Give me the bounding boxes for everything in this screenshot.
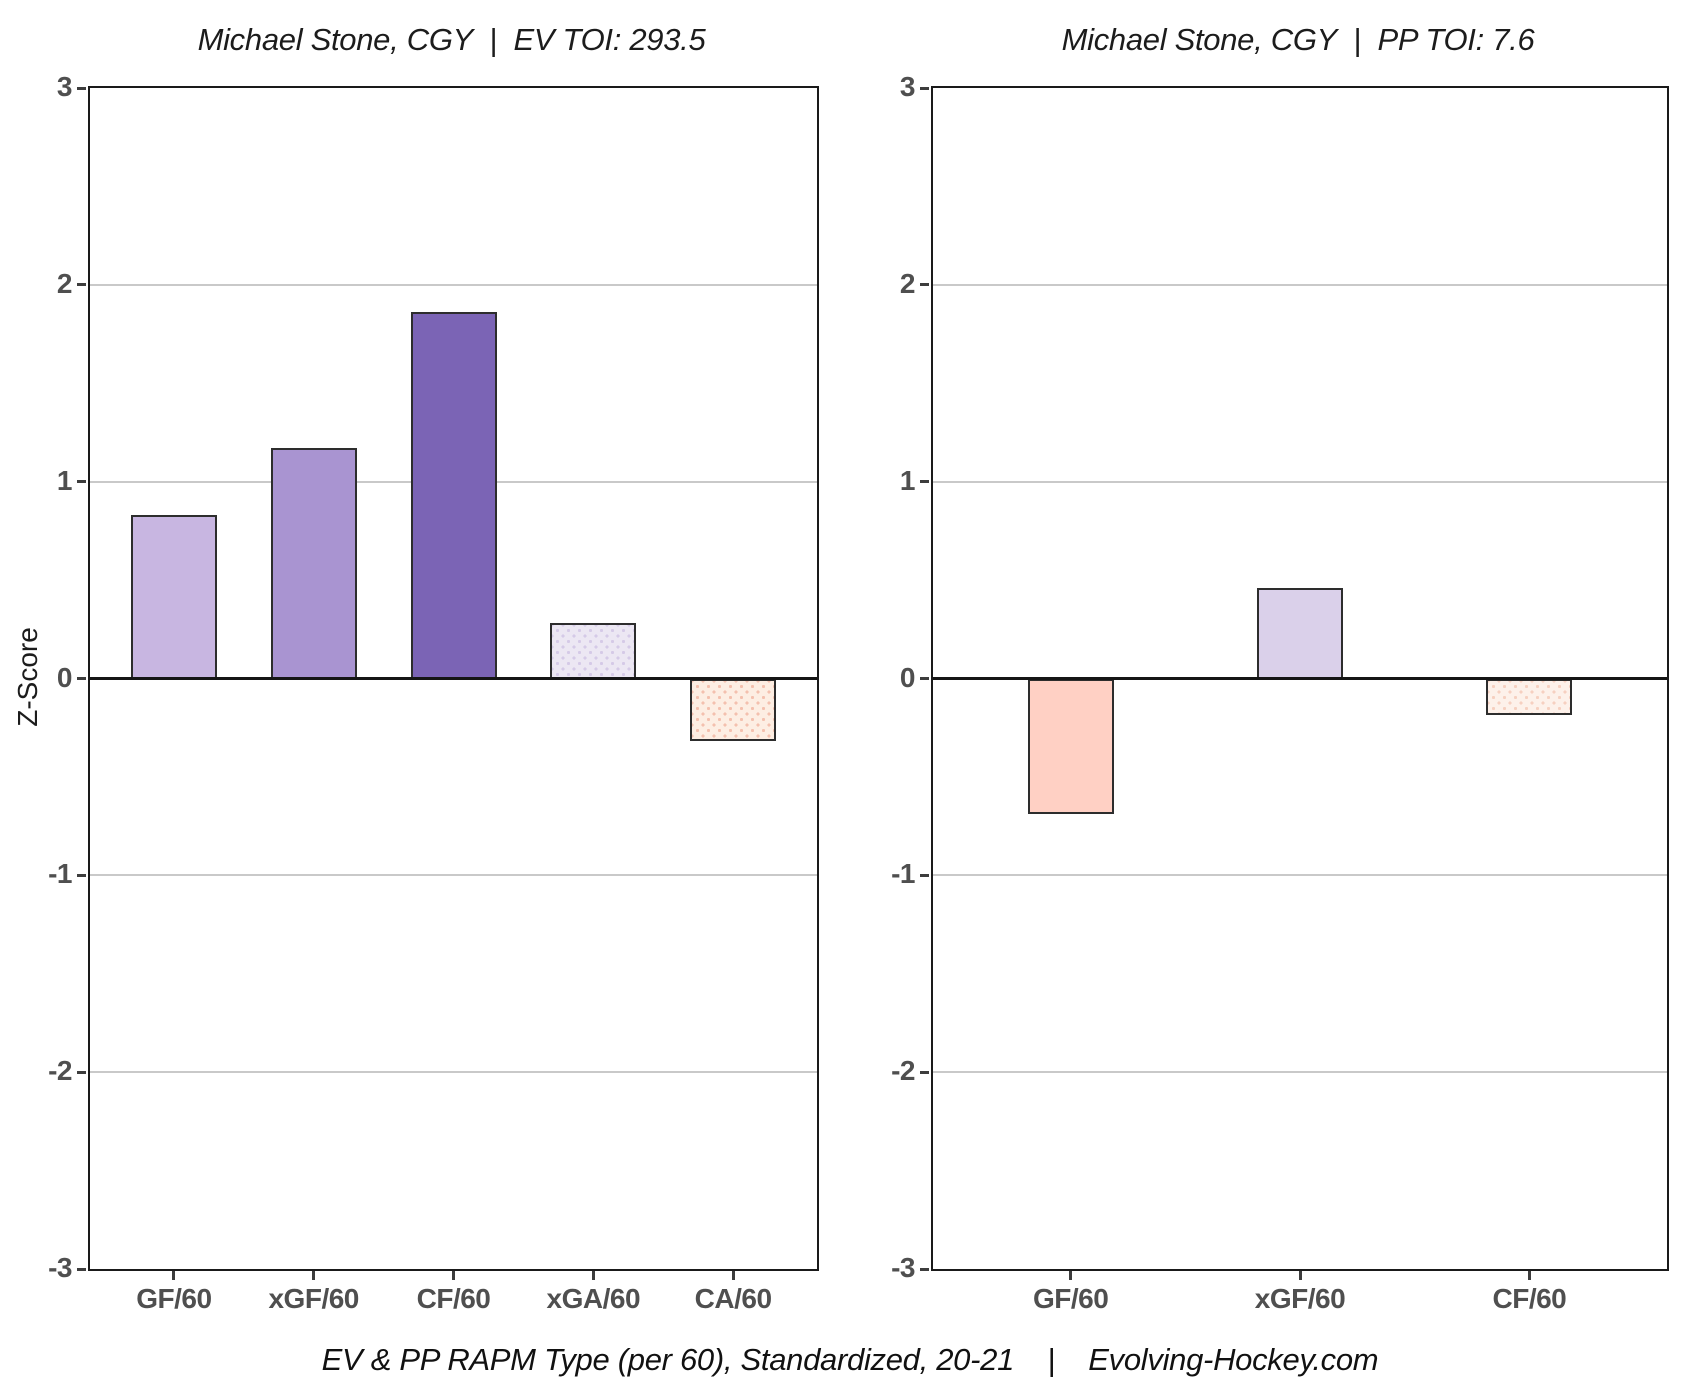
bar-xgf-60 xyxy=(270,448,357,680)
bar-cf-60 xyxy=(1486,678,1573,716)
x-tick-gf-60 xyxy=(1069,1271,1073,1280)
x-tick-xgf-60 xyxy=(1298,1271,1302,1280)
bar-xgf-60 xyxy=(1257,587,1343,680)
x-tick-xga-60 xyxy=(591,1271,595,1280)
x-tick-cf-60 xyxy=(1527,1271,1531,1280)
y-tick-0 xyxy=(77,677,86,680)
y-tick-3 xyxy=(77,86,86,90)
pp-rapm-plot: 3 2 1 0 -1 -2 -3 GF/60 xGF/60 CF/60 xyxy=(891,71,1669,1314)
chart-caption: EV & PP RAPM Type (per 60), Standardized… xyxy=(321,1342,1379,1377)
x-tick-xgf-60 xyxy=(312,1271,316,1280)
x-tick-label-ca-60: CA/60 xyxy=(694,1283,772,1314)
y-tick-label--1: -1 xyxy=(48,858,72,890)
y-tick-2 xyxy=(77,283,86,287)
x-tick-label-cf-60: CF/60 xyxy=(1492,1283,1567,1314)
bar-cf-60 xyxy=(410,312,497,680)
gridline-y1 xyxy=(933,480,1667,483)
y-tick-label--2: -2 xyxy=(48,1055,72,1087)
bar-gf-60 xyxy=(130,515,217,680)
x-tick-label-cf-60: CF/60 xyxy=(416,1283,491,1314)
zero-line xyxy=(90,677,817,680)
y-tick-2 xyxy=(920,283,929,287)
left-chart-title: Michael Stone, CGY | EV TOI: 293.5 xyxy=(197,22,706,57)
y-tick-label-3: 3 xyxy=(899,71,916,102)
zero-line xyxy=(933,677,1667,680)
y-tick-label--3: -3 xyxy=(48,1252,72,1283)
y-tick-0 xyxy=(920,677,929,680)
gridline-y-2 xyxy=(933,1071,1667,1074)
x-tick-label-xgf-60: xGF/60 xyxy=(1254,1283,1346,1314)
gridline-y-2 xyxy=(90,1071,817,1074)
y-tick-label-2: 2 xyxy=(56,267,73,299)
y-tick--1 xyxy=(920,873,929,877)
right-chart-title: Michael Stone, CGY | PP TOI: 7.6 xyxy=(1061,22,1535,57)
y-tick--2 xyxy=(77,1070,86,1074)
y-tick-label-2: 2 xyxy=(899,267,916,299)
y-tick-label-1: 1 xyxy=(56,464,73,496)
y-tick--2 xyxy=(920,1070,929,1074)
y-tick-3 xyxy=(920,86,929,90)
y-tick-label--2: -2 xyxy=(891,1055,915,1087)
bar-gf-60 xyxy=(1027,678,1114,814)
x-tick-label-xga-60: xGA/60 xyxy=(546,1283,641,1314)
x-tick-label-xgf-60: xGF/60 xyxy=(268,1283,359,1314)
y-tick-label-0: 0 xyxy=(899,661,916,693)
y-tick-label-3: 3 xyxy=(56,71,73,102)
gridline-y2 xyxy=(933,283,1667,286)
y-tick-label--1: -1 xyxy=(891,858,915,890)
y-tick--3 xyxy=(77,1267,86,1271)
gridline-y-1 xyxy=(933,874,1667,877)
y-tick--1 xyxy=(77,873,86,877)
x-tick-label-gf-60: GF/60 xyxy=(1032,1283,1109,1314)
y-tick--3 xyxy=(920,1267,929,1271)
x-tick-label-gf-60: GF/60 xyxy=(136,1283,212,1314)
gridline-y2 xyxy=(90,283,817,286)
y-tick-1 xyxy=(920,480,929,484)
gridline-y-1 xyxy=(90,874,817,877)
x-tick-ca-60 xyxy=(731,1271,735,1280)
y-tick-label-0: 0 xyxy=(56,661,73,693)
x-tick-cf-60 xyxy=(452,1271,455,1280)
bar-xga-60 xyxy=(550,623,637,680)
y-tick-label-1: 1 xyxy=(899,464,916,496)
y-tick-1 xyxy=(77,480,86,484)
bar-ca-60 xyxy=(690,678,777,742)
x-tick-gf-60 xyxy=(172,1271,176,1280)
y-tick-label--3: -3 xyxy=(891,1252,915,1283)
ev-rapm-plot: 3 2 1 0 -1 -2 -3 GF/60 xGF/60 CF/60 xGA/60 CA/60 xyxy=(48,71,819,1314)
